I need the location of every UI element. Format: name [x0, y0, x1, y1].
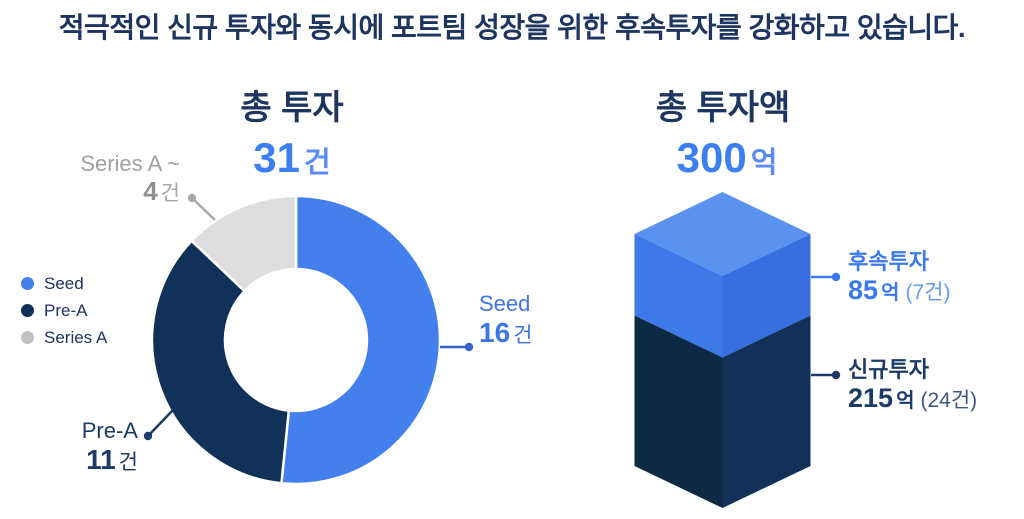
donut-segment-pre-a [150, 239, 291, 485]
donut-total-unit: 건 [304, 147, 331, 179]
bar-chart-total: 300 억 [577, 134, 877, 182]
bar-follow-on-right-face [722, 234, 811, 358]
legend-item-pre-a: Pre-A [21, 299, 107, 322]
callout-follow-on-unit: 억 [881, 281, 900, 304]
donut-chart-title: 총 투자 [240, 89, 344, 127]
legend-label-seed: Seed [44, 273, 84, 293]
callout-seed-unit: 건 [513, 323, 533, 347]
donut-total-value: 31 [253, 134, 301, 181]
callout-follow-on-investment: 후속투자 85 억 (7건) [848, 249, 951, 305]
bar-3d-chart [634, 192, 811, 508]
bar-total-value: 300 [676, 134, 747, 181]
leader-line-pre-a [147, 409, 174, 437]
callout-pre-a: Pre-A 11 건 [30, 418, 138, 475]
callout-new-value: 215 [848, 382, 894, 413]
bar-chart-title: 총 투자액 [655, 89, 791, 127]
callout-series-a-name: Series A ~ [80, 151, 180, 176]
callout-follow-on-name: 후속투자 [848, 249, 929, 274]
donut-chart-total: 31 건 [142, 134, 442, 182]
callout-seed-name: Seed [479, 291, 531, 316]
callout-pre-a-unit: 건 [118, 450, 138, 474]
legend-item-series-a: Series A [21, 326, 107, 349]
callout-pre-a-value: 11 [86, 443, 116, 475]
donut-legend: Seed Pre-A Series A [21, 272, 107, 353]
leader-dot-new-investment [831, 370, 841, 380]
callout-series-a-unit: 건 [160, 181, 180, 205]
bar-follow-on-left-face [634, 234, 723, 358]
callout-follow-on-value: 85 [848, 274, 879, 305]
donut-segment-seed [280, 194, 442, 486]
callout-new-name: 신규투자 [848, 357, 929, 382]
callout-new-investment: 신규투자 215 억 (24건) [848, 357, 978, 413]
leader-dot-series-a [187, 193, 197, 203]
leader-dot-seed [464, 342, 474, 352]
leader-dot-follow-on [831, 272, 841, 282]
legend-label-pre-a: Pre-A [44, 300, 88, 320]
legend-label-series-a: Series A [44, 327, 108, 347]
page-title: 적극적인 신규 투자와 동시에 포트팀 성장을 위한 후속투자를 강화하고 있습… [58, 12, 966, 43]
donut-segment-series-a [190, 194, 298, 293]
legend-item-seed: Seed [21, 272, 107, 295]
pre-a-dot-icon [21, 304, 34, 317]
leader-line-series-a [191, 197, 216, 221]
donut-chart [150, 194, 442, 486]
callout-seed: Seed 16 건 [479, 291, 533, 348]
bar-new-right-face [722, 315, 811, 508]
leader-lines [143, 193, 841, 441]
callout-series-a-value: 4 [143, 175, 158, 206]
bar-total-unit: 억 [750, 147, 778, 179]
seed-dot-icon [21, 277, 34, 290]
callout-new-count: (24건) [920, 388, 978, 412]
callout-follow-on-count: (7건) [905, 280, 951, 304]
callout-new-unit: 억 [896, 389, 915, 412]
series-a-dot-icon [21, 331, 34, 344]
bar-new-left-face [634, 315, 723, 508]
callout-pre-a-name: Pre-A [81, 418, 138, 443]
callout-seed-value: 16 [479, 316, 511, 348]
leader-dot-pre-a [143, 431, 153, 441]
